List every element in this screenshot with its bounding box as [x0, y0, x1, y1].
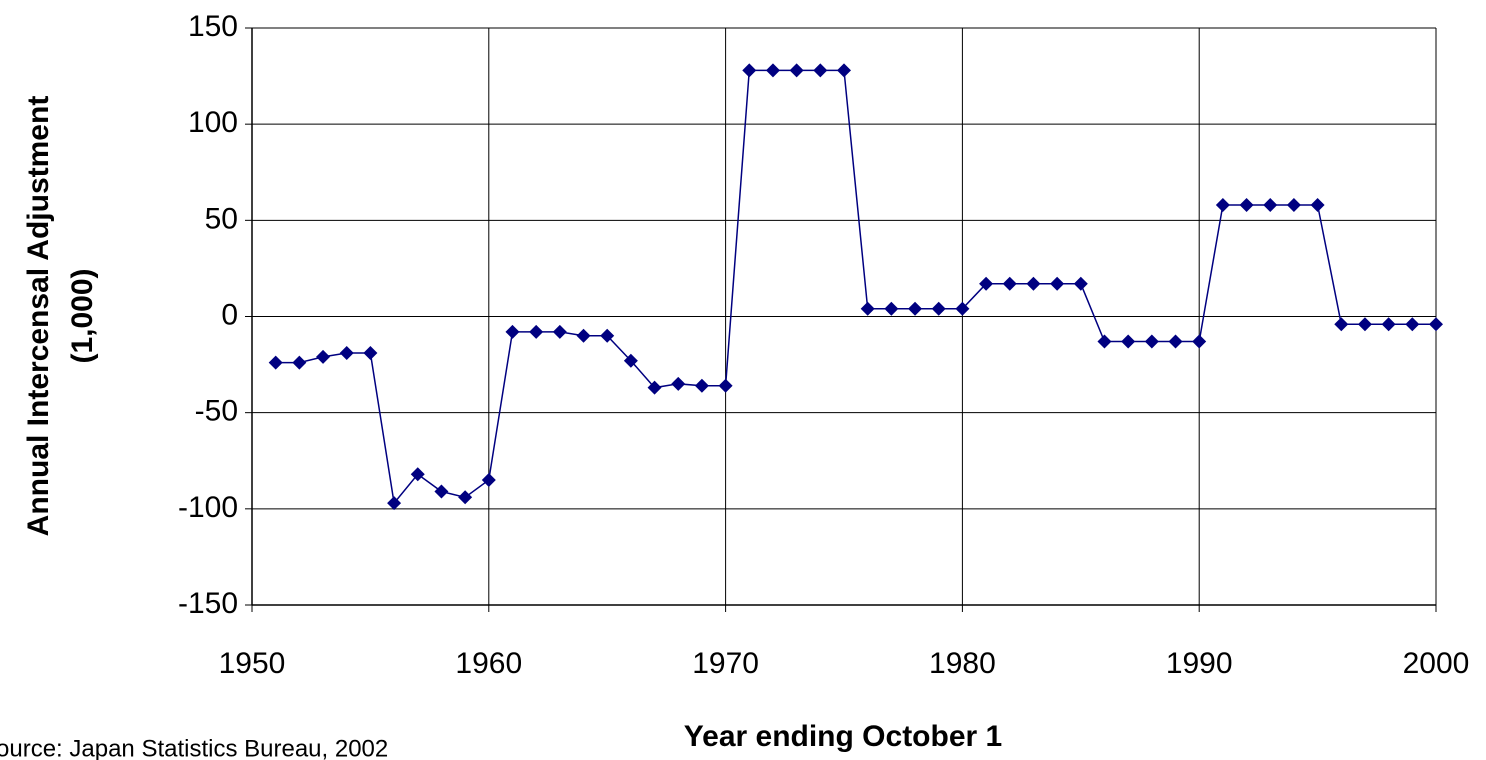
marker — [1334, 317, 1349, 332]
y-tick-label: -100 — [178, 491, 238, 524]
marker — [742, 63, 757, 78]
y-tick-label: 150 — [188, 10, 238, 43]
marker — [1357, 317, 1372, 332]
marker — [481, 472, 496, 487]
marker — [1144, 334, 1159, 349]
x-tick-label: 1990 — [1166, 647, 1233, 680]
marker — [505, 324, 520, 339]
marker — [1310, 197, 1325, 212]
marker — [1239, 197, 1254, 212]
x-tick-label: 1980 — [929, 647, 996, 680]
marker — [363, 346, 378, 361]
marker — [1215, 197, 1230, 212]
marker — [292, 355, 307, 370]
marker — [1073, 276, 1088, 291]
marker — [979, 276, 994, 291]
marker — [458, 490, 473, 505]
marker — [1381, 317, 1396, 332]
marker — [1097, 334, 1112, 349]
marker — [529, 324, 544, 339]
marker — [339, 346, 354, 361]
marker — [860, 301, 875, 316]
marker — [1168, 334, 1183, 349]
y-tick-label: -150 — [178, 587, 238, 620]
marker — [552, 324, 567, 339]
y-tick-label: 100 — [188, 106, 238, 139]
source-note: Source: Japan Statistics Bureau, 2002 — [0, 735, 388, 760]
marker — [931, 301, 946, 316]
x-tick-label: 2000 — [1403, 647, 1470, 680]
x-tick-label: 1960 — [455, 647, 522, 680]
marker — [1050, 276, 1065, 291]
y-axis-title: Annual Intercensal Adjustment — [22, 96, 55, 537]
marker — [955, 301, 970, 316]
marker — [1002, 276, 1017, 291]
marker — [1192, 334, 1207, 349]
marker — [884, 301, 899, 316]
marker — [671, 376, 686, 391]
marker — [268, 355, 283, 370]
x-tick-label: 1970 — [692, 647, 759, 680]
marker — [387, 496, 402, 511]
data-line — [275, 69, 1436, 505]
marker — [410, 467, 425, 482]
marker — [623, 353, 638, 368]
y-axis-title: (1,000) — [66, 268, 99, 363]
marker — [1121, 334, 1136, 349]
marker — [600, 328, 615, 343]
marker — [837, 63, 851, 78]
y-tick-label: 0 — [221, 298, 238, 331]
marker — [694, 378, 709, 393]
marker — [576, 328, 591, 343]
marker — [1026, 276, 1041, 291]
marker — [1405, 317, 1420, 332]
marker — [1429, 317, 1443, 332]
marker — [718, 378, 733, 393]
marker — [765, 63, 780, 78]
marker — [434, 484, 449, 499]
marker — [789, 63, 804, 78]
marker — [647, 380, 662, 395]
x-tick-label: 1950 — [219, 647, 286, 680]
marker — [813, 63, 828, 78]
y-tick-label: 50 — [205, 202, 238, 235]
marker — [316, 349, 331, 364]
y-tick-label: -50 — [195, 395, 238, 428]
marker — [1263, 197, 1278, 212]
marker — [908, 301, 923, 316]
x-axis-title: Year ending October 1 — [684, 720, 1002, 753]
marker — [1286, 197, 1301, 212]
